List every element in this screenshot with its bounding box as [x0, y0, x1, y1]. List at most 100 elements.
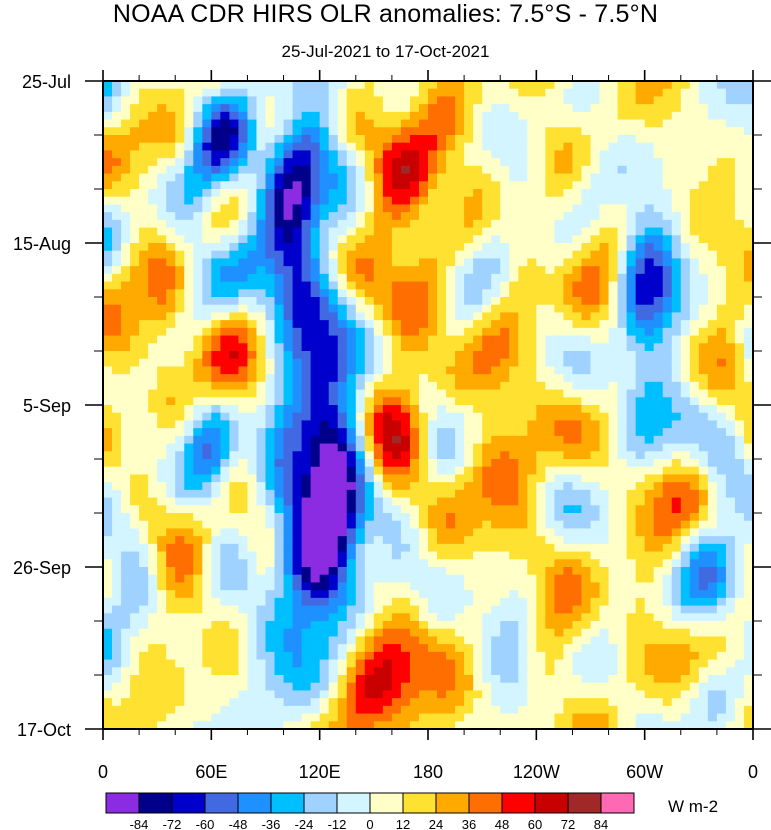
heatmap-cell — [148, 412, 158, 422]
heatmap-cell — [635, 489, 646, 499]
heatmap-cell — [563, 289, 574, 298]
heatmap-cell — [680, 81, 691, 90]
heatmap-cell — [355, 567, 366, 576]
heatmap-cell — [464, 289, 474, 298]
heatmap-cell — [148, 574, 158, 584]
heatmap-cell — [734, 513, 745, 522]
heatmap-cell — [256, 104, 267, 113]
heatmap-cell — [274, 497, 285, 506]
heatmap-cell — [734, 243, 745, 252]
heatmap-cell — [554, 497, 565, 506]
heatmap-cell — [572, 428, 583, 437]
heatmap-cell — [554, 358, 565, 368]
heatmap-cell — [382, 374, 393, 383]
heatmap-cell — [103, 165, 113, 175]
heatmap-cell — [482, 281, 492, 290]
heatmap-cell — [193, 189, 203, 198]
heatmap-cell — [698, 397, 709, 406]
heatmap-cell — [734, 327, 745, 337]
heatmap-cell — [391, 165, 402, 175]
heatmap-cell — [482, 111, 492, 121]
heatmap-cell — [184, 320, 194, 329]
heatmap-cell — [220, 289, 230, 298]
heatmap-cell — [238, 412, 249, 422]
heatmap-cell — [653, 196, 664, 206]
heatmap-cell — [256, 582, 267, 591]
heatmap-cell — [698, 428, 709, 437]
heatmap-cell — [310, 574, 321, 584]
heatmap-cell — [554, 127, 565, 136]
heatmap-cell — [319, 428, 330, 437]
heatmap-cell — [229, 520, 240, 530]
heatmap-cell — [716, 119, 727, 128]
heatmap-cell — [509, 212, 519, 221]
heatmap-cell — [193, 482, 203, 491]
heatmap-cell — [166, 127, 176, 136]
heatmap-cell — [391, 351, 402, 360]
heatmap-cell — [256, 459, 267, 468]
heatmap-cell — [382, 366, 393, 375]
heatmap-cell — [301, 482, 312, 491]
heatmap-cell — [283, 443, 294, 452]
heatmap-cell — [391, 482, 402, 491]
heatmap-cell — [473, 482, 483, 491]
heatmap-cell — [130, 104, 140, 113]
heatmap-cell — [220, 297, 230, 306]
heatmap-cell — [283, 528, 294, 537]
heatmap-cell — [707, 88, 718, 98]
heatmap-cell — [337, 135, 348, 144]
heatmap-cell — [247, 81, 258, 90]
heatmap-cell — [202, 520, 212, 530]
heatmap-cell — [319, 266, 330, 275]
heatmap-cell — [202, 482, 212, 491]
heatmap-cell — [112, 243, 122, 252]
heatmap-cell — [626, 189, 637, 198]
heatmap-cell — [247, 343, 258, 352]
heatmap-cell — [175, 505, 185, 514]
heatmap-cell — [310, 111, 321, 121]
heatmap-cell — [409, 428, 420, 437]
heatmap-cell — [220, 543, 230, 553]
heatmap-cell — [635, 513, 646, 522]
heatmap-cell — [599, 111, 610, 121]
heatmap-cell — [274, 551, 285, 560]
heatmap-cell — [301, 435, 312, 445]
heatmap-cell — [518, 266, 528, 275]
heatmap-cell — [617, 227, 628, 236]
heatmap-cell — [446, 497, 456, 506]
heatmap-cell — [184, 482, 194, 491]
heatmap-cell — [464, 528, 474, 537]
heatmap-cell — [671, 358, 682, 368]
heatmap-cell — [698, 142, 709, 152]
heatmap-cell — [364, 520, 375, 530]
heatmap-cell — [536, 165, 546, 175]
heatmap-cell — [644, 235, 655, 244]
heatmap-cell — [256, 520, 267, 530]
heatmap-cell — [500, 297, 510, 306]
heatmap-cell — [689, 150, 700, 159]
heatmap-cell — [464, 597, 474, 607]
heatmap-cell — [256, 551, 267, 560]
heatmap-cell — [337, 212, 348, 221]
heatmap-cell — [121, 111, 131, 121]
heatmap-cell — [319, 135, 330, 144]
heatmap-cell — [698, 582, 709, 591]
heatmap-cell — [437, 235, 447, 244]
heatmap-cell — [373, 428, 384, 437]
heatmap-cell — [112, 513, 122, 522]
heatmap-cell — [202, 235, 212, 244]
heatmap-cell — [319, 420, 330, 429]
heatmap-cell — [689, 266, 700, 275]
heatmap-cell — [680, 243, 691, 252]
heatmap-cell — [707, 173, 718, 182]
heatmap-cell — [121, 250, 131, 260]
heatmap-cell — [563, 528, 574, 537]
heatmap-cell — [554, 204, 565, 213]
heatmap-cell — [689, 196, 700, 206]
heatmap-cell — [599, 196, 610, 206]
heatmap-cell — [671, 119, 682, 128]
heatmap-cell — [527, 165, 537, 175]
heatmap-cell — [662, 420, 673, 429]
heatmap-cell — [229, 335, 240, 344]
heatmap-cell — [536, 312, 546, 321]
